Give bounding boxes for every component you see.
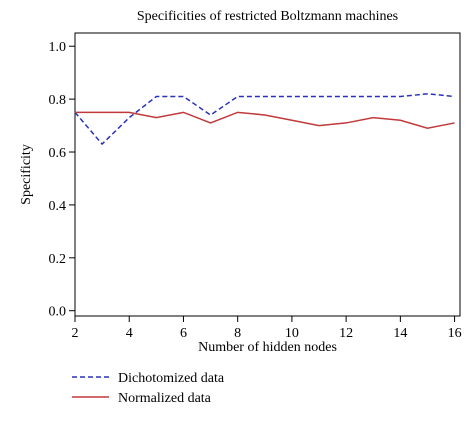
legend: Dichotomized data Normalized data xyxy=(72,371,225,406)
x-axis-label: Number of hidden nodes xyxy=(198,340,337,355)
y-axis-label: Specificity xyxy=(19,144,34,205)
x-tick-label: 2 xyxy=(72,326,79,341)
legend-normalized-label: Normalized data xyxy=(118,391,212,406)
y-tick-label: 0.6 xyxy=(49,146,67,161)
y-tick-label: 0.4 xyxy=(49,199,67,214)
y-axis-ticks: 0.0 0.2 0.4 0.6 0.8 1.0 xyxy=(49,40,75,320)
legend-dichotomized-label: Dichotomized data xyxy=(118,371,225,386)
x-tick-label: 8 xyxy=(234,326,241,341)
y-tick-label: 0.8 xyxy=(49,93,67,108)
dichotomized-series-line xyxy=(74,93,455,146)
x-tick-label: 4 xyxy=(126,326,133,341)
plot-frame xyxy=(74,32,461,317)
chart-title: Specificities of restricted Boltzmann ma… xyxy=(137,9,398,24)
y-tick-label: 1.0 xyxy=(49,40,67,55)
x-tick-label: 16 xyxy=(448,326,462,341)
series-lines xyxy=(74,93,455,146)
x-tick-label: 14 xyxy=(393,326,407,341)
x-tick-label: 6 xyxy=(180,326,187,341)
normalized-series-line xyxy=(75,111,455,129)
x-axis-ticks: 2 4 6 8 10 12 14 16 xyxy=(72,316,462,341)
x-tick-label: 12 xyxy=(339,326,353,341)
y-tick-label: 0.2 xyxy=(49,252,67,267)
x-tick-label: 10 xyxy=(285,326,299,341)
y-tick-label: 0.0 xyxy=(49,305,67,320)
